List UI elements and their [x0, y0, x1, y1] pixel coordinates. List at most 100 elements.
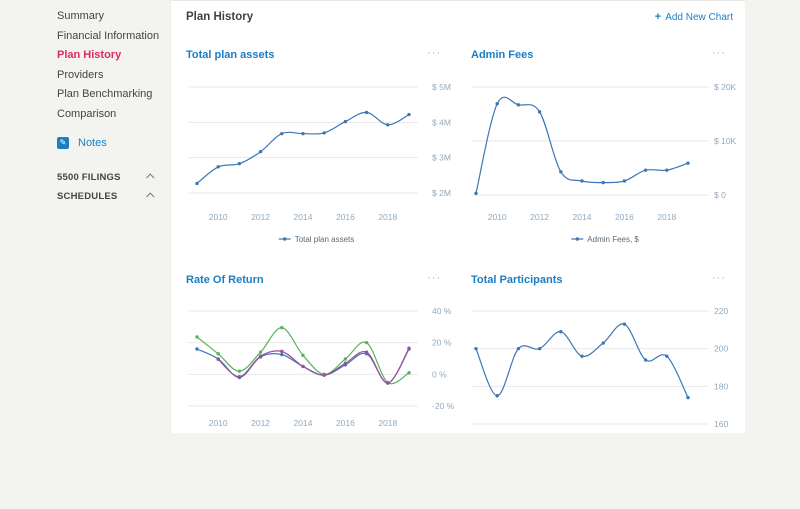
chart-card-total-plan-assets: Total plan assets ··· $ 5M $ 4M $ 3M $ 2M 20…	[186, 47, 451, 284]
x-tick-label: 2014	[294, 212, 313, 222]
data-point	[364, 340, 369, 345]
data-point	[537, 346, 542, 351]
y-tick-label: $ 0	[714, 190, 726, 200]
data-point	[280, 131, 284, 136]
sidebar-item-notes[interactable]: ✎ Notes	[57, 136, 170, 149]
x-tick-label: 2016	[615, 212, 634, 222]
legend-label: Admin Fees, $	[587, 235, 639, 244]
y-tick-label: $ 4M	[432, 117, 451, 127]
data-point	[474, 346, 478, 351]
data-point	[216, 165, 220, 169]
legend-item[interactable]: Total plan assets	[278, 235, 355, 244]
y-tick-label: $ 20K	[714, 82, 737, 92]
data-point	[601, 180, 605, 185]
data-point	[195, 181, 199, 186]
data-point	[665, 168, 669, 172]
data-point	[258, 354, 263, 358]
data-point	[407, 371, 411, 375]
x-tick-label: 2018	[378, 418, 397, 428]
y-tick-label: 0 %	[432, 369, 447, 379]
data-point	[559, 330, 563, 334]
x-tick-label: 2016	[336, 212, 355, 222]
chart-menu-icon[interactable]: ···	[427, 47, 441, 59]
x-tick-label: 2010	[209, 212, 228, 222]
data-point	[322, 131, 326, 135]
data-point	[322, 373, 326, 377]
line-series	[475, 96, 689, 194]
data-point	[364, 110, 369, 115]
sidebar-section-5500-filings[interactable]: 5500 FILINGS	[57, 168, 155, 187]
data-point	[537, 110, 542, 114]
y-tick-label: $ 2M	[432, 188, 451, 198]
chart-menu-icon[interactable]: ···	[712, 272, 726, 284]
data-point	[622, 322, 627, 326]
x-tick-label: 2018	[378, 212, 397, 222]
chart-title: Rate Of Return	[186, 274, 264, 286]
chart-header: Rate Of Return ···	[186, 272, 451, 290]
chart-header: Admin Fees ···	[471, 47, 736, 65]
data-point	[280, 352, 284, 357]
data-point	[258, 149, 263, 154]
data-point	[280, 325, 284, 330]
x-tick-label: 2014	[294, 418, 313, 428]
sidebar: Summary Financial Information Plan Histo…	[0, 0, 170, 433]
x-tick-label: 2012	[530, 212, 549, 222]
chart-title: Total Participants	[471, 274, 563, 286]
data-point	[516, 103, 521, 107]
chart-card-total-participants: Total Participants ··· 220 200 180 160	[471, 272, 736, 509]
sidebar-item-providers[interactable]: Providers	[57, 68, 104, 81]
chevron-up-icon	[146, 192, 155, 201]
add-new-chart-button[interactable]: + Add New Chart	[655, 11, 733, 23]
data-point	[643, 168, 648, 172]
data-point	[216, 352, 220, 356]
y-tick-label: 220	[714, 306, 728, 316]
data-point	[237, 161, 242, 166]
data-point	[495, 394, 499, 398]
data-point	[665, 354, 669, 358]
plus-icon: +	[654, 11, 662, 23]
sidebar-item-summary[interactable]: Summary	[57, 10, 105, 22]
line-chart: 220 200 180 160	[471, 306, 728, 429]
chart-menu-icon[interactable]: ···	[712, 47, 726, 59]
data-point	[580, 179, 584, 183]
data-point	[258, 350, 263, 354]
section-label: SCHEDULES	[57, 190, 118, 202]
chart-title: Admin Fees	[471, 49, 534, 61]
data-point	[343, 361, 348, 365]
data-point	[686, 161, 690, 165]
section-label: 5500 FILINGS	[57, 171, 121, 183]
data-point	[216, 357, 220, 361]
sidebar-nav: Summary Financial Information Plan Histo…	[0, 10, 170, 120]
chart-header: Total plan assets ···	[186, 47, 451, 65]
main-panel: Plan History + Add New Chart Total plan …	[170, 0, 745, 433]
sidebar-section-schedules[interactable]: SCHEDULES	[57, 187, 155, 206]
data-point	[686, 395, 690, 400]
sidebar-item-plan-benchmarking[interactable]: Plan Benchmarking	[57, 88, 153, 100]
data-point	[343, 357, 348, 361]
data-point	[386, 123, 390, 127]
data-point	[237, 375, 242, 379]
sidebar-item-financial-information[interactable]: Financial Information	[57, 29, 160, 42]
data-point	[237, 369, 242, 373]
x-tick-label: 2012	[251, 418, 270, 428]
data-point	[580, 354, 584, 358]
sidebar-item-comparison[interactable]: Comparison	[57, 107, 117, 120]
chart-menu-icon[interactable]: ···	[427, 272, 441, 284]
y-tick-label: 160	[714, 419, 728, 429]
line-chart: 40 % 20 % 0 % -20 % 2010 2012 2014 2016 2018	[188, 306, 455, 428]
legend-label: Total plan assets	[295, 235, 355, 244]
y-tick-label: 180	[714, 381, 728, 391]
line-series	[196, 111, 410, 184]
data-point	[622, 179, 627, 183]
data-point	[601, 341, 605, 345]
sidebar-item-plan-history[interactable]: Plan History	[57, 49, 122, 61]
y-tick-label: $ 3M	[432, 153, 451, 163]
x-tick-label: 2010	[209, 418, 228, 428]
x-tick-label: 2014	[573, 212, 592, 222]
data-point	[407, 346, 411, 350]
x-tick-label: 2018	[657, 212, 676, 222]
x-tick-label: 2016	[336, 418, 355, 428]
chevron-up-icon	[146, 173, 155, 182]
legend-item[interactable]: Admin Fees, $	[571, 235, 639, 244]
add-new-chart-label: Add New Chart	[665, 11, 733, 23]
